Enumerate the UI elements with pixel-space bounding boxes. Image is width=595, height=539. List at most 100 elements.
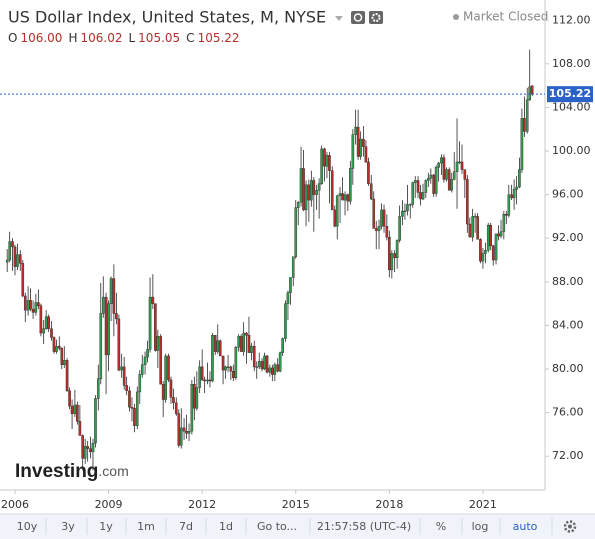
candle-body — [16, 254, 19, 267]
candle-body — [255, 366, 259, 368]
candle-body — [198, 366, 201, 388]
toolbar — [0, 514, 595, 539]
ohlc-value: 106.00 — [20, 31, 62, 45]
candle-body — [257, 361, 261, 368]
candle-body — [174, 402, 178, 414]
candle-body — [70, 405, 74, 414]
candle-body — [229, 366, 233, 372]
candle-body — [351, 134, 355, 169]
y-tick-label: 92.00 — [552, 231, 584, 244]
candle-body — [138, 374, 142, 393]
candle-body — [335, 195, 339, 227]
toolbar-button[interactable]: % — [436, 520, 446, 533]
candle-body — [276, 364, 279, 372]
x-tick-label: 2015 — [282, 498, 310, 511]
candle-body — [489, 224, 493, 247]
candle-body — [349, 168, 352, 202]
toolbar-button[interactable]: 7d — [179, 520, 193, 533]
candle-body — [23, 295, 27, 311]
candle-body — [440, 157, 443, 164]
candle-body — [42, 328, 45, 334]
candle-body — [369, 183, 373, 200]
candle-body — [193, 384, 196, 409]
candle-body — [382, 209, 386, 227]
toolbar-button[interactable]: log — [472, 520, 489, 533]
candle-body — [380, 209, 383, 227]
x-tick-label: 2018 — [375, 498, 403, 511]
candle-body — [161, 384, 165, 400]
candle-body — [107, 303, 110, 356]
candle-body — [52, 337, 56, 352]
candle-body — [307, 184, 311, 201]
candle-body — [476, 216, 479, 240]
toolbar-button[interactable]: 1d — [219, 520, 233, 533]
candle-body — [179, 427, 183, 446]
candle-body — [120, 366, 123, 371]
toolbar-button[interactable]: auto — [513, 520, 538, 533]
candle-body — [497, 233, 500, 237]
candle-body — [419, 192, 422, 200]
candle-body — [112, 278, 116, 314]
toolbar-button[interactable]: Go to... — [257, 520, 297, 533]
candle-body — [133, 408, 136, 426]
candle-body — [505, 214, 508, 216]
candle-body — [406, 204, 409, 212]
candle-body — [458, 161, 461, 163]
candle-body — [401, 210, 404, 217]
x-tick-label: 2021 — [469, 498, 497, 511]
y-tick-label: 108.00 — [552, 57, 591, 70]
gear-button[interactable] — [563, 520, 577, 533]
candle-body — [359, 138, 362, 157]
y-tick-label: 88.00 — [552, 275, 584, 288]
candle-body — [442, 157, 446, 180]
candle-body — [34, 302, 38, 313]
candle-body — [237, 336, 240, 348]
candle-body — [346, 194, 350, 202]
candle-body — [122, 366, 126, 386]
candle-body — [156, 336, 160, 351]
watermark: Investing.com — [15, 461, 129, 482]
candle-body — [143, 356, 147, 365]
candle-body — [125, 385, 128, 392]
candle-body — [167, 355, 170, 381]
current-price-box — [547, 86, 593, 103]
candle-body — [151, 296, 155, 304]
candle-body — [315, 190, 318, 195]
candle-body — [395, 240, 399, 259]
candle-body — [164, 355, 167, 400]
candle-body — [115, 313, 118, 320]
candle-body — [507, 194, 511, 216]
candle-body — [182, 427, 186, 432]
candle-body — [510, 194, 513, 199]
candle-body — [232, 371, 235, 378]
ohlc-value: 105.05 — [138, 31, 180, 45]
toolbar-button[interactable]: 1y — [99, 520, 113, 533]
candle-body — [416, 180, 420, 193]
watermark-brand: Investing — [15, 461, 98, 482]
candle-body — [466, 179, 469, 225]
candle-body — [50, 328, 53, 338]
candle-body — [362, 138, 365, 147]
title-dropdown[interactable] — [335, 16, 343, 21]
ohlc-label: C — [186, 31, 194, 45]
candle-body — [455, 161, 459, 172]
candle-body — [325, 155, 329, 167]
candle-body — [146, 349, 149, 358]
toolbar-button[interactable]: 3y — [61, 520, 75, 533]
candle-body — [39, 305, 43, 334]
candle-body — [434, 167, 438, 194]
candle-body — [260, 361, 264, 370]
candle-body — [65, 360, 69, 392]
candle-body — [530, 85, 534, 95]
settings-icon[interactable] — [369, 11, 383, 24]
eye-icon[interactable] — [351, 11, 365, 24]
toolbar-button[interactable]: 10y — [17, 520, 38, 533]
candle-body — [242, 332, 245, 352]
candle-body — [21, 263, 25, 297]
candle-body — [99, 313, 103, 380]
toolbar-button[interactable]: 1m — [137, 520, 155, 533]
market-status: Market Closed — [463, 10, 548, 24]
candle-body — [520, 118, 524, 170]
